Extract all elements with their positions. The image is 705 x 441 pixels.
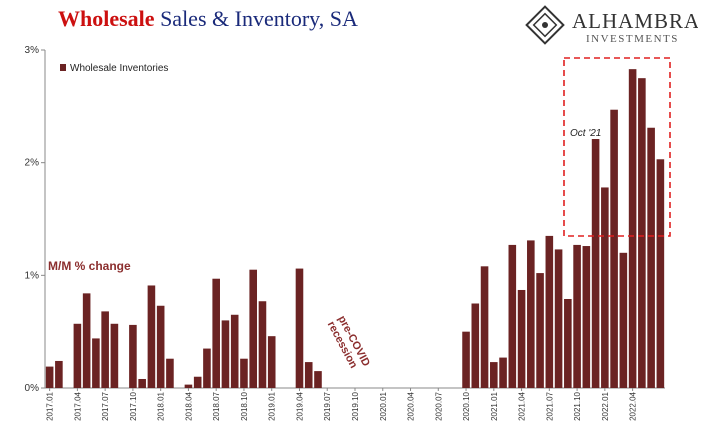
bar [628,69,637,389]
legend-label: Wholesale Inventories [70,63,168,74]
bar [138,378,146,388]
y-tick-labels: 0% 1% 2% 3% [25,45,45,394]
bar [295,268,304,388]
x-tick-label: 2019.10 [351,391,360,420]
bar [536,273,544,388]
x-tick-labels: 2017.01 2017.04 2017.07 2017.10 2018.01 2018.… [46,388,638,421]
x-tick-label: 2020.07 [434,391,443,420]
bar [304,362,313,388]
bar [193,376,202,388]
x-tick-label: 2018.04 [184,391,193,420]
bar-series [45,69,665,389]
mm-change-label: M/M % change [48,259,131,273]
bar [462,331,470,388]
legend: Wholesale Inventories [60,63,168,74]
y-tick-label: 1% [25,270,40,281]
x-tick-label: 2018.07 [212,391,221,420]
bar [527,240,535,388]
bar [82,293,91,388]
x-tick-label: 2021.01 [490,391,499,420]
bar [55,360,63,388]
bar [647,127,655,389]
bar [101,311,109,388]
bar [573,244,581,388]
bar [203,348,211,388]
y-tick-label: 3% [25,45,40,56]
alhambra-logo: ALHAMBRA INVESTMENTS [525,5,698,45]
x-tick-label: 2019.01 [268,391,277,420]
x-tick-label: 2018.01 [157,391,166,420]
x-tick-label: 2017.07 [101,391,110,420]
bar [508,244,517,388]
x-tick-label: 2020.04 [407,391,416,420]
bar [129,324,137,388]
x-tick-label: 2019.04 [295,391,304,420]
bar [619,252,628,388]
bar [110,323,119,388]
bar [490,362,498,388]
chart-title: Wholesale Sales & Inventory, SA [58,6,358,32]
bar [480,266,489,388]
bar [156,305,165,388]
bar [221,320,230,388]
x-tick-label: 2021.10 [573,391,582,420]
bar [517,289,526,388]
oct21-label: Oct '21 [570,128,601,139]
bar [166,358,174,388]
x-tick-label: 2017.04 [73,391,82,420]
x-tick-label: 2020.10 [462,391,471,420]
bar [212,278,220,388]
highlight-box [563,57,671,237]
bar [230,314,239,388]
y-tick-label: 2% [25,158,40,169]
x-tick-label: 2017.01 [46,391,55,420]
bar [638,78,646,389]
x-tick-label: 2019.07 [323,391,332,420]
bar [564,298,572,388]
bar [184,384,193,388]
legend-swatch [60,64,66,71]
bar [582,246,591,388]
logo-tagline: INVESTMENTS [586,33,679,45]
bar [554,249,563,388]
x-tick-label: 2018.10 [240,391,249,420]
bar [258,301,267,388]
bar [73,323,82,388]
bar [601,187,609,388]
bar [92,338,100,388]
x-tick-label: 2017.10 [129,391,138,420]
alhambra-diamond-logo-icon [525,5,565,45]
x-tick-label: 2022.01 [601,391,610,420]
bar [45,366,54,388]
title-rest: Sales & Inventory, SA [160,6,358,31]
bar [499,357,507,388]
bar [314,371,322,388]
bar [610,109,618,389]
bar [147,285,156,388]
bar [267,336,276,388]
bar [656,159,665,388]
bar [471,303,480,388]
bar [249,269,258,388]
bar [545,235,554,388]
logo-name: ALHAMBRA [572,9,698,33]
x-tick-label: 2021.04 [518,391,527,420]
y-tick-label: 0% [25,383,40,394]
title-wholesale: Wholesale [58,6,155,31]
x-tick-label: 2022.04 [629,391,638,420]
bar [591,139,600,388]
x-tick-label: 2020.01 [379,391,388,420]
bar [240,358,248,388]
x-tick-label: 2021.07 [545,391,554,420]
